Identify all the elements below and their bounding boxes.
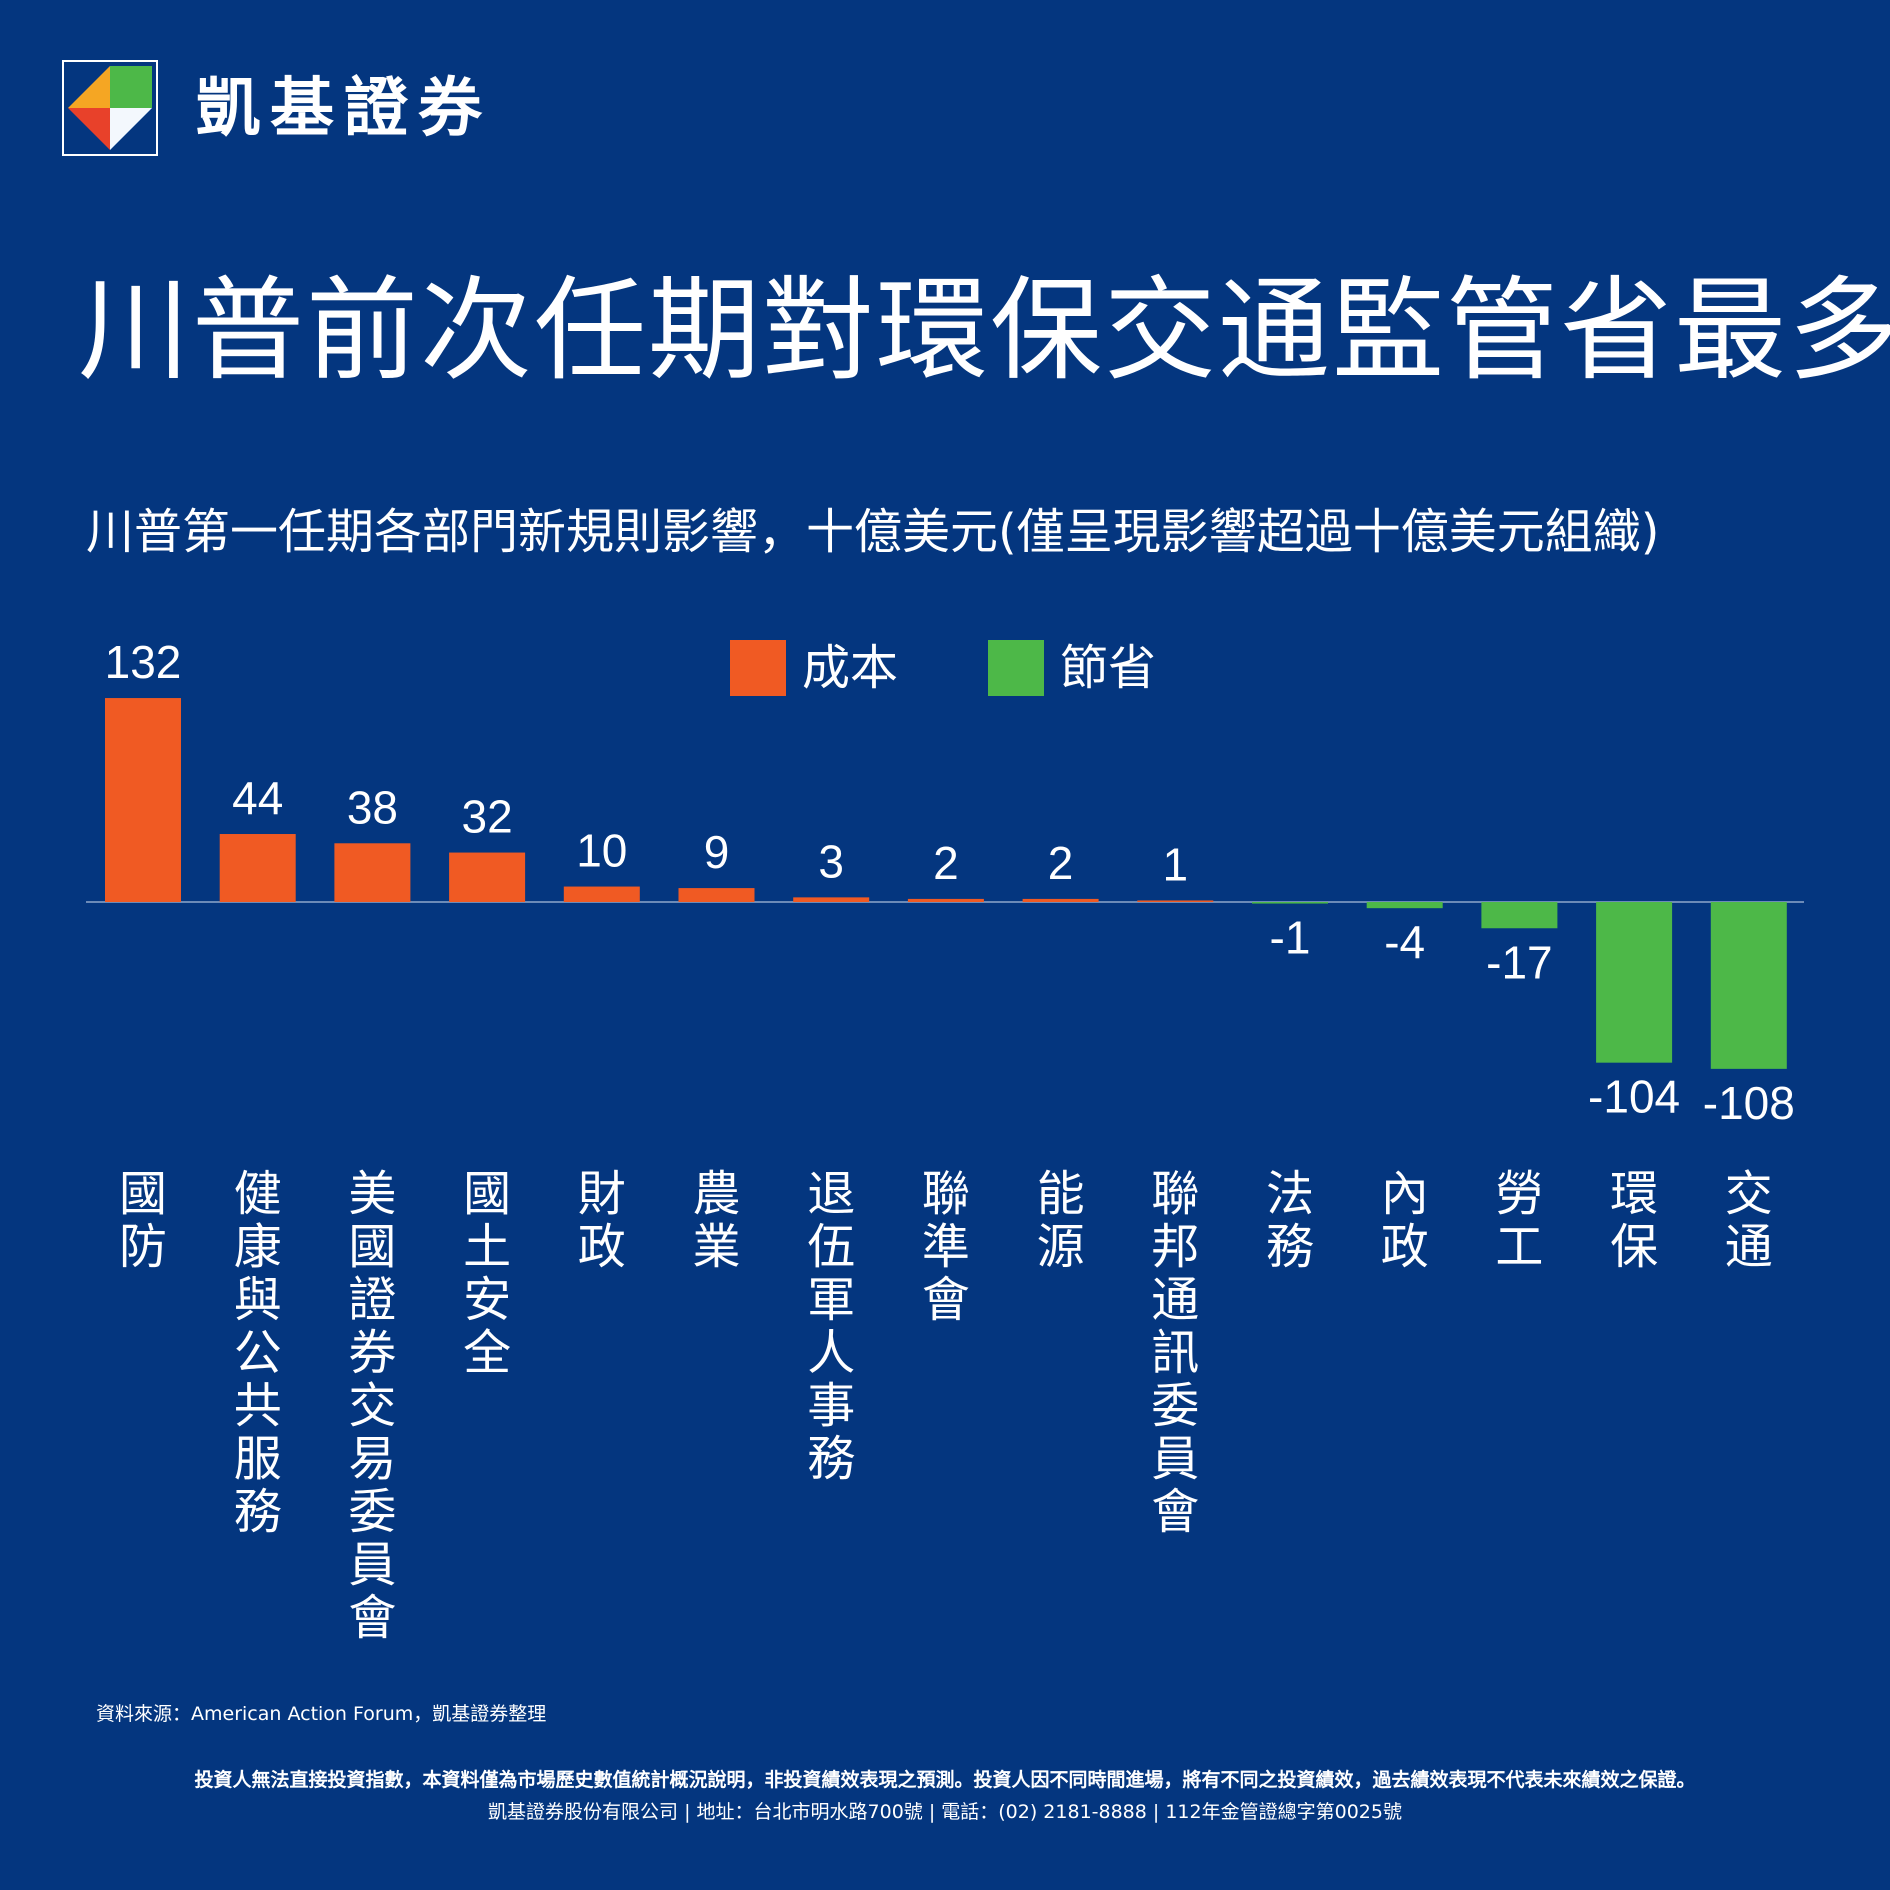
brand-logo <box>62 60 158 156</box>
category-label-0: 國防 <box>119 1166 167 1275</box>
bar-13 <box>1596 902 1673 1063</box>
bar-value-label-11: -4 <box>1384 916 1425 968</box>
legend-swatch-cost <box>730 640 786 696</box>
bar-9 <box>1137 900 1214 902</box>
bar-value-label-2: 38 <box>347 781 398 833</box>
legend-label-cost: 成本 <box>802 640 899 696</box>
bar-5 <box>678 888 755 902</box>
category-label-14: 交通 <box>1725 1166 1773 1275</box>
legend-item-cost: 成本 <box>730 640 898 696</box>
bar-value-label-5: 9 <box>704 826 730 878</box>
bar-value-label-3: 32 <box>462 791 513 843</box>
bar-value-label-1: 44 <box>232 772 283 824</box>
logo-mark-icon <box>68 66 152 150</box>
category-label-4: 財政 <box>578 1166 626 1275</box>
bar-value-label-6: 3 <box>818 835 844 887</box>
category-label-11: 內政 <box>1381 1166 1429 1275</box>
category-label-5: 農業 <box>692 1166 740 1275</box>
legend-item-saving: 節省 <box>988 640 1156 696</box>
bar-4 <box>563 886 640 902</box>
bar-value-label-9: 1 <box>1163 838 1189 890</box>
category-label-12: 勞工 <box>1495 1166 1543 1275</box>
logo-orange-facet <box>68 66 110 108</box>
page-title: 川普前次任期對環保交通監管省最多 <box>78 266 1890 396</box>
bar-value-label-12: -17 <box>1486 936 1552 988</box>
bar-value-label-7: 2 <box>933 837 959 889</box>
bar-2 <box>334 843 411 902</box>
chart-subtitle: 川普第一任期各部門新規則影響，十億美元(僅呈現影響超過十億美元組織) <box>86 504 1660 560</box>
category-label-3: 國土安全 <box>463 1166 511 1381</box>
bar-10 <box>1252 902 1328 904</box>
bar-value-label-8: 2 <box>1048 837 1074 889</box>
logo-green-facet <box>110 66 152 108</box>
bar-12 <box>1481 902 1558 929</box>
bar-1 <box>219 834 296 902</box>
bar-value-label-4: 10 <box>576 825 627 877</box>
bar-3 <box>449 852 526 902</box>
bar-chart: 132 國防 44 健康與公共服務 38 美國證券交易委員會 32 國土安全 10 財政 9 農業 3 退… <box>86 636 1804 1646</box>
bar-7 <box>907 898 984 902</box>
logo-red-facet <box>68 108 110 150</box>
bar-11 <box>1366 902 1443 909</box>
source-note: 資料來源：American Action Forum，凱基證券整理 <box>96 1703 547 1725</box>
bar-value-label-14: -108 <box>1703 1077 1795 1129</box>
brand-name: 凱基證券 <box>196 72 492 146</box>
category-label-7: 聯準會 <box>922 1166 970 1328</box>
category-label-8: 能源 <box>1037 1166 1085 1275</box>
bar-6 <box>793 897 870 902</box>
bar-value-label-10: -1 <box>1270 912 1311 964</box>
category-label-10: 法務 <box>1266 1166 1314 1275</box>
bar-8 <box>1022 898 1099 902</box>
category-label-13: 環保 <box>1610 1166 1658 1275</box>
bar-14 <box>1710 902 1787 1069</box>
bar-value-label-0: 132 <box>105 636 182 688</box>
category-label-2: 美國證券交易委員會 <box>348 1166 396 1646</box>
category-label-1: 健康與公共服務 <box>234 1166 282 1540</box>
legend-label-saving: 節省 <box>1060 640 1157 696</box>
legend-swatch-saving <box>988 640 1044 696</box>
bar-value-label-13: -104 <box>1588 1071 1680 1123</box>
category-label-9: 聯邦通訊委員會 <box>1151 1166 1199 1540</box>
company-info: 凱基證券股份有限公司 | 地址：台北市明水路700號 | 電話：(02) 218… <box>488 1801 1402 1823</box>
disclaimer-text: 投資人無法直接投資指數，本資料僅為市場歷史數值統計概況說明，非投資績效表現之預測… <box>194 1769 1696 1791</box>
category-label-6: 退伍軍人事務 <box>807 1166 855 1487</box>
logo-white-facet <box>110 108 152 150</box>
bar-0 <box>105 698 181 902</box>
